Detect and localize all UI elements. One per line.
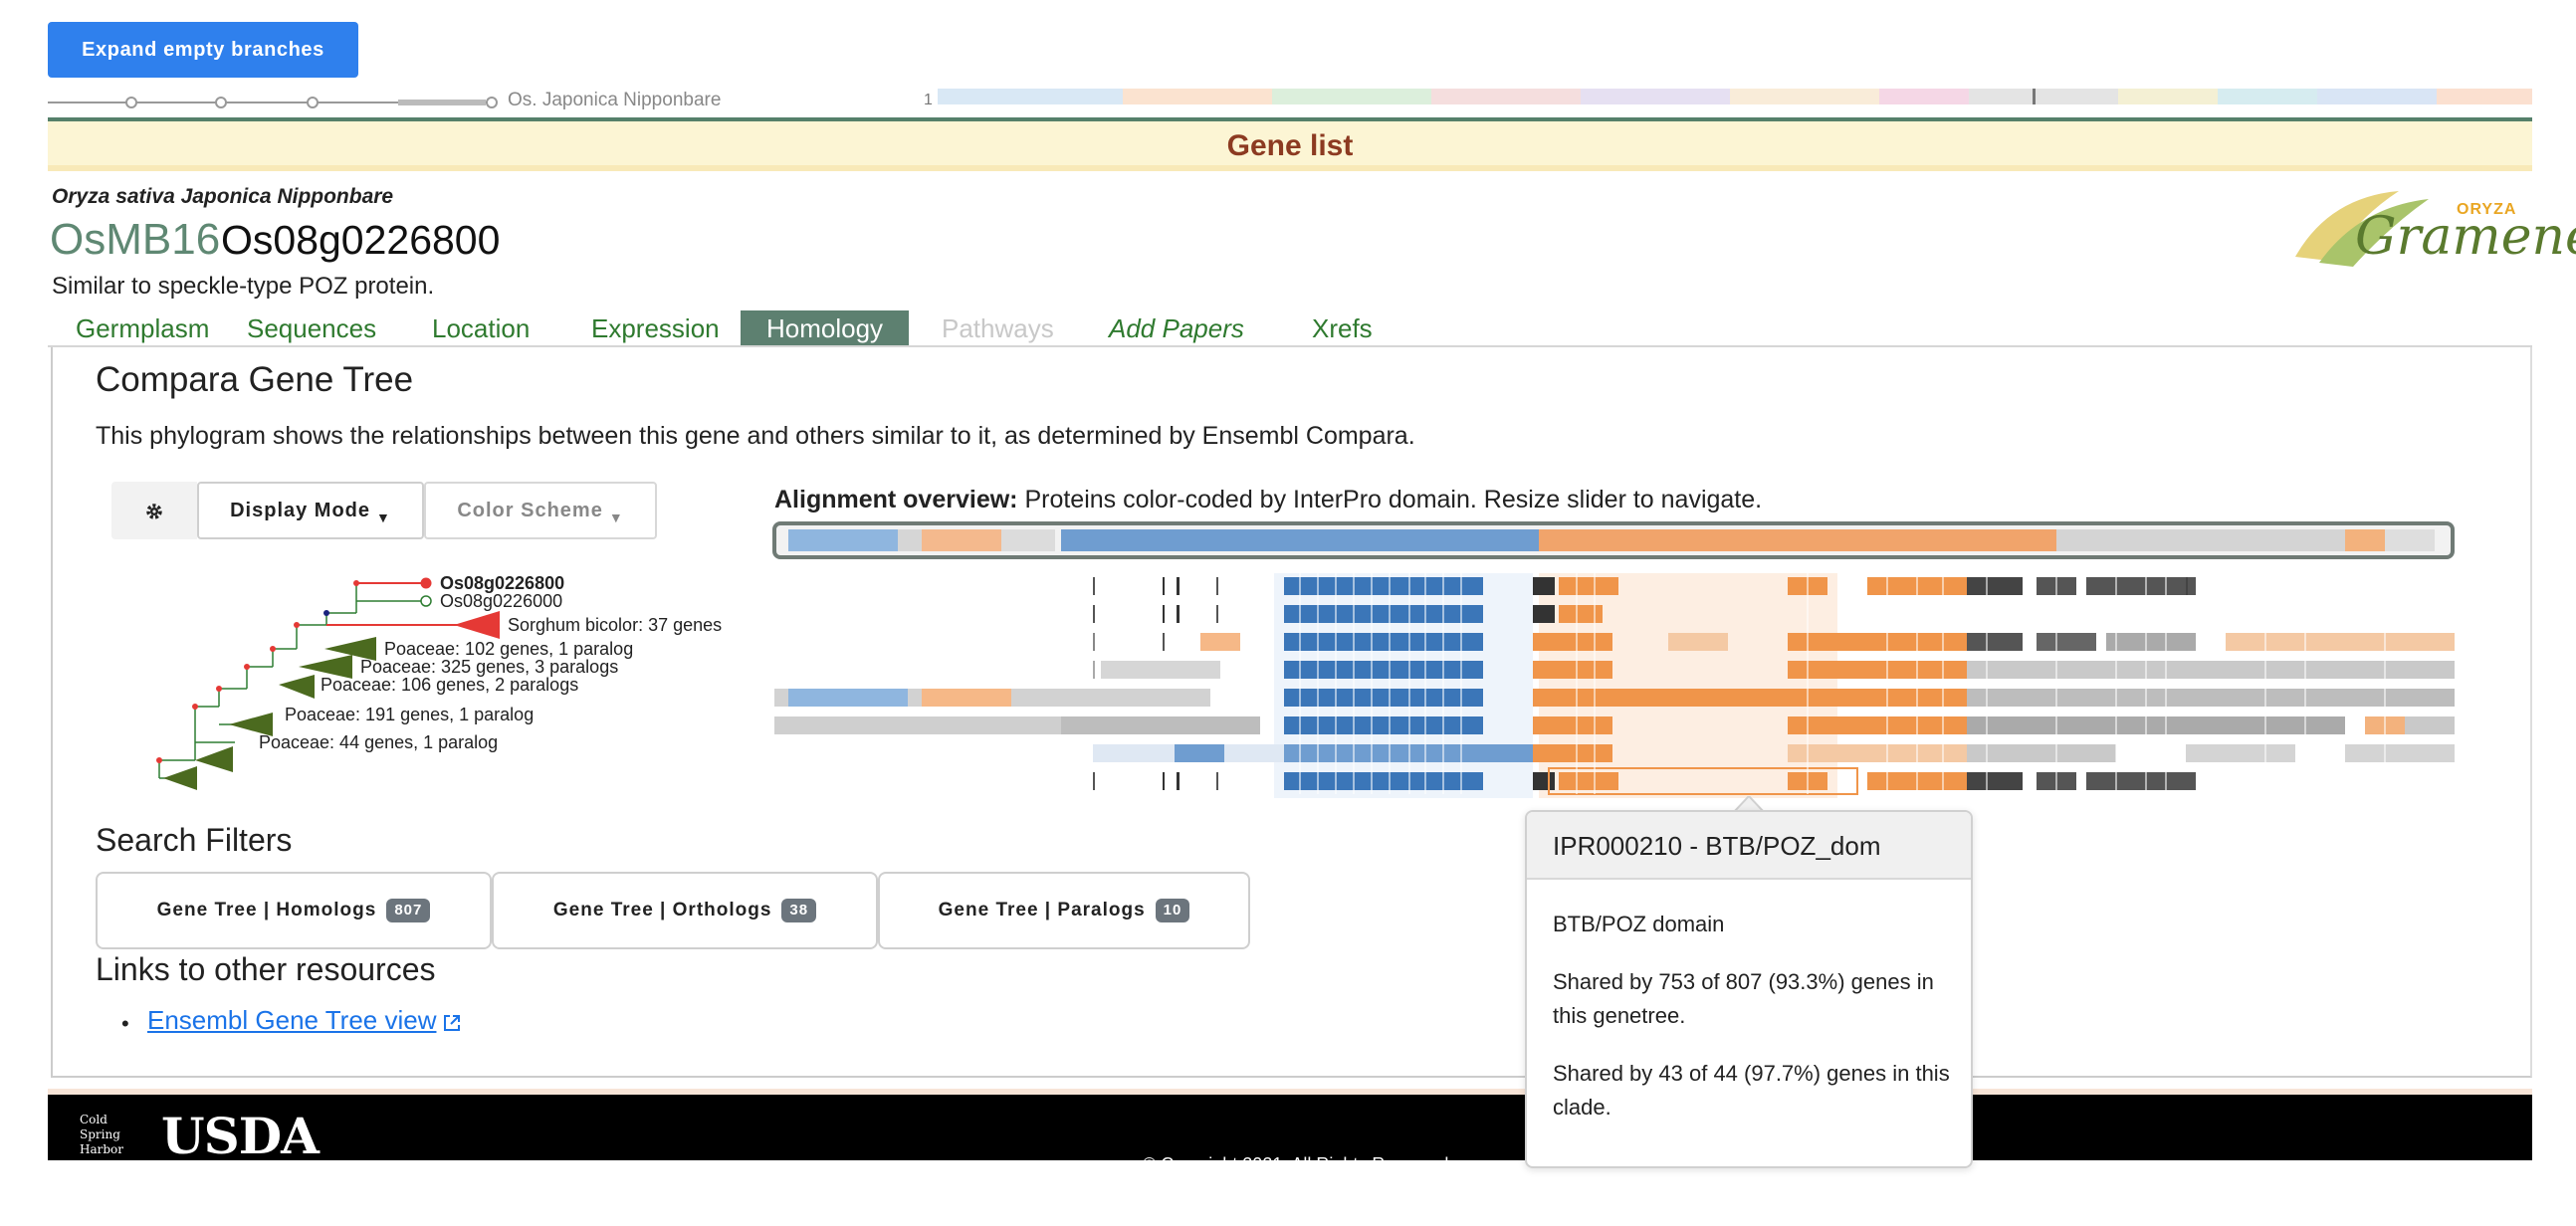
mini-alignment-start: 1	[924, 92, 933, 108]
gene-list-title: Gene list	[1226, 129, 1354, 162]
alignment-overview-text: Proteins color-coded by InterPro domain.…	[1017, 486, 1763, 513]
domain-popover: IPR000210 - BTB/POZ_dom BTB/POZ domain S…	[1525, 810, 1973, 1168]
compara-description: This phylogram shows the relationships b…	[96, 422, 1415, 450]
filter-label: Gene Tree | Paralogs	[938, 900, 1146, 920]
gear-icon	[146, 504, 162, 519]
gene-id: Os08g0226800	[221, 217, 501, 263]
tree-leaf[interactable]: Poaceae: 325 genes, 3 paralogs	[360, 657, 619, 677]
settings-button[interactable]	[111, 482, 197, 539]
tab-homology[interactable]: Homology	[741, 310, 910, 346]
caret-down-icon: ▼	[376, 510, 391, 525]
tree-leaf[interactable]: Sorghum bicolor: 37 genes	[508, 615, 723, 635]
filter-paralogs-button[interactable]: Gene Tree | Paralogs 10	[878, 872, 1250, 949]
color-scheme-dropdown[interactable]: Color Scheme ▼	[424, 482, 657, 539]
popover-domain: BTB/POZ domain	[1553, 912, 1725, 936]
count-badge: 807	[386, 899, 431, 922]
cold-spring-harbor-logo[interactable]: Cold Spring Harbor	[52, 1113, 131, 1162]
homology-panel	[51, 347, 2532, 1078]
popover-shared-clade: Shared by 43 of 44 (97.7%) genes in this…	[1553, 1061, 1950, 1120]
caret-down-icon: ▼	[608, 510, 624, 525]
gene-tree[interactable]: Os08g0226800 Os08g0226000 Sorghum bicolo…	[139, 569, 776, 808]
gramene-logo[interactable]	[2289, 187, 2518, 277]
ensembl-gene-tree-link[interactable]: Ensembl Gene Tree view	[147, 1005, 437, 1035]
display-mode-dropdown[interactable]: Display Mode ▼	[197, 482, 424, 539]
tab-xrefs[interactable]: Xrefs	[1312, 313, 1373, 343]
external-link-icon[interactable]	[442, 1013, 462, 1033]
tab-add-papers[interactable]: Add Papers	[1109, 313, 1244, 343]
popover-title: IPR000210 - BTB/POZ_dom	[1527, 812, 1971, 880]
display-mode-label: Display Mode	[230, 500, 371, 521]
alignment-overview-heading: Alignment overview:	[774, 486, 1018, 513]
mini-alignment-preview	[938, 89, 2532, 104]
tab-pathways: Pathways	[942, 313, 1054, 343]
popover-shared-tree: Shared by 753 of 807 (93.3%) genes in th…	[1553, 969, 1934, 1028]
species-name: Oryza sativa Japonica Nipponbare	[52, 185, 394, 208]
tab-divider	[48, 345, 2532, 347]
alignment-rows	[1093, 573, 2196, 798]
tab-expression[interactable]: Expression	[591, 313, 720, 343]
filter-orthologs-button[interactable]: Gene Tree | Orthologs 38	[492, 872, 878, 949]
logo-gramene-text: Gramene	[2355, 207, 2576, 267]
search-filters-title: Search Filters	[96, 822, 293, 858]
alignment-overview-label: Alignment overview: Proteins color-coded…	[774, 486, 1762, 514]
tree-leaf[interactable]: Poaceae: 191 genes, 1 paralog	[285, 705, 535, 724]
popover-arrow	[1734, 796, 1764, 812]
gene-description: Similar to speckle-type POZ protein.	[52, 273, 435, 300]
usda-logo[interactable]: USDA	[161, 1107, 320, 1165]
footer	[48, 1089, 2532, 1160]
compara-title: Compara Gene Tree	[96, 360, 414, 399]
tree-leaf[interactable]: Os08g0226000	[440, 591, 563, 611]
alignment-rows-2	[774, 605, 2455, 795]
filter-label: Gene Tree | Homologs	[156, 900, 377, 920]
mini-tree-label: Os. Japonica Nipponbare	[508, 90, 722, 110]
top-divider	[48, 117, 2532, 121]
expand-empty-branches-button[interactable]: Expand empty branches	[48, 22, 358, 78]
gene-name: OsMB16	[50, 215, 221, 264]
filter-homologs-button[interactable]: Gene Tree | Homologs 807	[96, 872, 492, 949]
count-badge: 10	[1155, 899, 1190, 922]
gene-list-header[interactable]: Gene list	[48, 121, 2532, 171]
links-title: Links to other resources	[96, 951, 436, 987]
logo-oryza-text: ORYZA	[2457, 201, 2517, 218]
tab-location[interactable]: Location	[432, 313, 531, 343]
count-badge: 38	[781, 899, 817, 922]
csh-text: Cold Spring Harbor	[80, 1113, 123, 1156]
tree-leaf[interactable]: Poaceae: 102 genes, 1 paralog	[384, 639, 634, 659]
tree-leaf[interactable]: Poaceae: 44 genes, 1 paralog	[259, 732, 499, 752]
bullet: •	[121, 1011, 129, 1036]
color-scheme-label: Color Scheme	[457, 500, 603, 521]
tab-germplasm[interactable]: Germplasm	[76, 313, 210, 343]
mini-tree-preview	[48, 97, 498, 108]
filter-label: Gene Tree | Orthologs	[552, 900, 772, 920]
tree-leaf[interactable]: Poaceae: 106 genes, 2 paralogs	[321, 675, 579, 695]
tab-sequences[interactable]: Sequences	[247, 313, 377, 343]
copyright-text: © Copyright 2021. All Rights Reserved	[1143, 1154, 1449, 1174]
alignment-overview[interactable]	[772, 517, 2459, 798]
tree-leaf[interactable]: Os08g0226800	[440, 573, 565, 593]
